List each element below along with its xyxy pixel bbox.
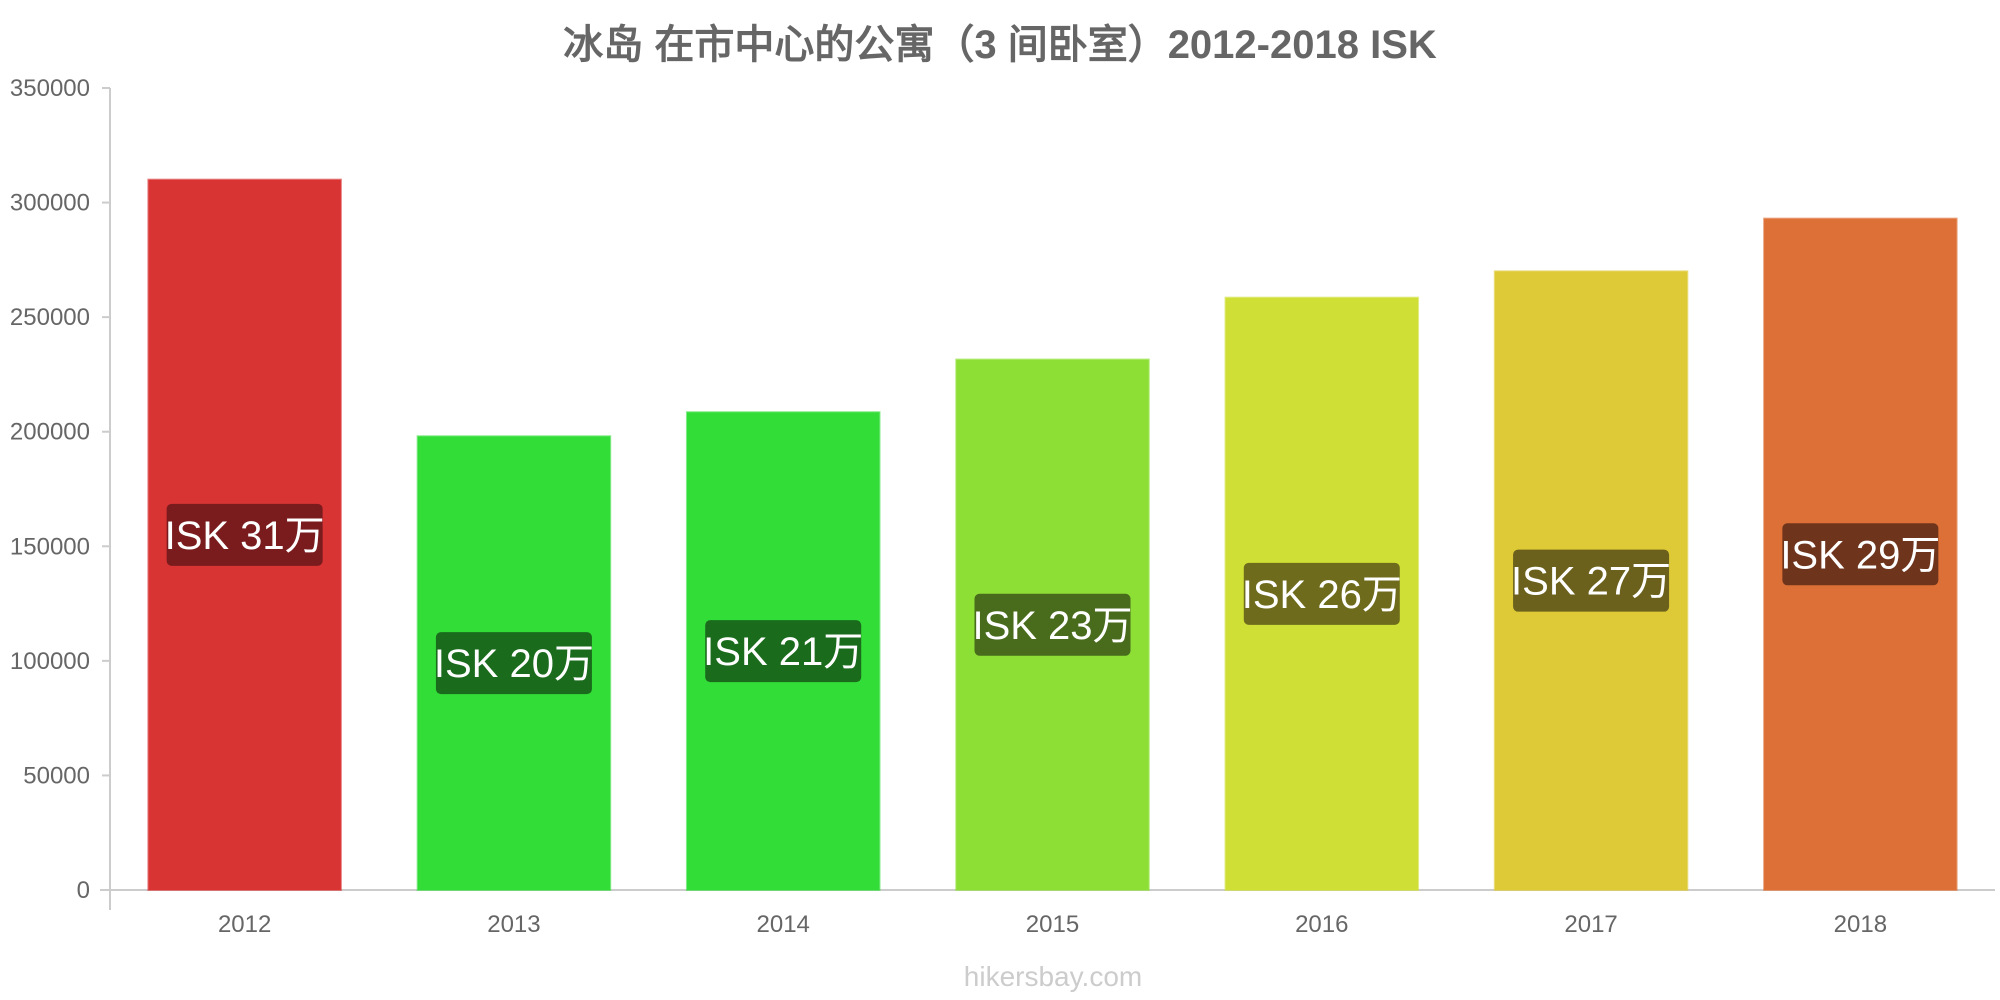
data-label: ISK 29万	[1780, 533, 1940, 577]
y-tick-label: 300000	[10, 190, 90, 217]
y-tick-labels: 0 50000 100000 150000 200000 250000 300000 3500…	[10, 75, 110, 904]
bars: ISK 31万 ISK 20万 ISK 21万 ISK 23万 ISK 26万 ISK 2…	[147, 178, 1958, 892]
data-label: ISK 27万	[1511, 560, 1671, 604]
data-label: ISK 23万	[972, 604, 1132, 648]
data-label: ISK 21万	[703, 630, 863, 674]
data-label-box	[435, 632, 592, 695]
x-tick-label: 2015	[1026, 911, 1079, 938]
data-label: ISK 31万	[165, 514, 325, 558]
data-label-box	[1243, 562, 1400, 625]
x-tick-label: 2013	[487, 911, 540, 938]
y-tick-label: 200000	[10, 419, 90, 446]
x-tick-label: 2012	[218, 911, 271, 938]
data-label-box	[1513, 549, 1670, 612]
data-label-box	[974, 593, 1131, 656]
y-tick-label: 250000	[10, 304, 90, 331]
chart-title: 冰岛 在市中心的公寓（3 间卧室）2012-2018 ISK	[563, 23, 1437, 67]
x-tick-label: 2017	[1564, 911, 1617, 938]
y-tick-label: 350000	[10, 75, 90, 102]
x-tick-label: 2014	[757, 911, 810, 938]
y-tick-label: 0	[77, 877, 90, 904]
data-label-box	[1782, 523, 1939, 586]
y-tick-label: 50000	[23, 762, 90, 789]
x-tick-label: 2016	[1295, 911, 1348, 938]
data-label: ISK 20万	[434, 642, 594, 686]
watermark: hikersbay.com	[964, 961, 1142, 992]
x-tick-labels: 2012 2013 2014 2015 2016 2017 2018	[218, 911, 1887, 938]
y-tick-label: 100000	[10, 648, 90, 675]
x-tick-label: 2018	[1834, 911, 1887, 938]
data-label-box	[705, 620, 862, 683]
y-tick-label: 150000	[10, 533, 90, 560]
data-label: ISK 26万	[1242, 573, 1402, 617]
data-label-box	[166, 503, 323, 566]
